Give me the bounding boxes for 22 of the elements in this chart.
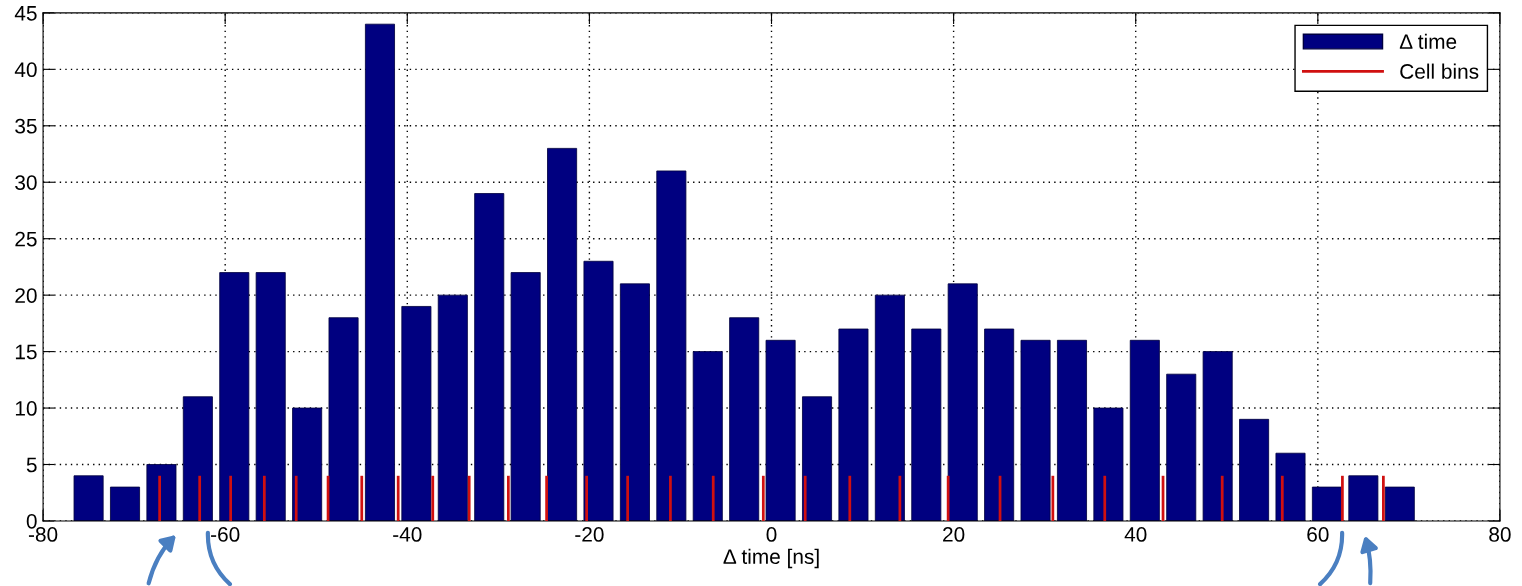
x-axis-title: Δ time [ns] [723,548,819,569]
y-tick-label: 5 [26,457,37,473]
y-tick-label: 30 [15,175,37,190]
x-tick-label: 40 [1124,527,1147,542]
y-tick-label: 25 [15,231,37,247]
y-tick-label: 40 [14,62,37,78]
y-tick-label: 35 [15,118,37,134]
x-tick-label: -20 [575,527,604,542]
x-tick-label: 0 [766,527,777,542]
x-tick-label: 80 [1489,527,1511,542]
y-tick-label: 45 [14,6,37,21]
x-tick-label: 20 [943,527,965,542]
x-tick-label: -60 [211,527,240,542]
y-tick-label: 15 [15,344,37,360]
x-tick-label: -40 [393,527,422,542]
y-tick-label: 20 [15,288,37,303]
x-tick-label: 60 [1307,527,1329,542]
legend-label: Cell bins [1400,63,1479,79]
y-tick-label: 0 [26,513,37,529]
y-tick-label: 10 [15,401,37,416]
x-tick-label: -80 [28,527,58,542]
legend-label: Δ time [1399,33,1457,50]
